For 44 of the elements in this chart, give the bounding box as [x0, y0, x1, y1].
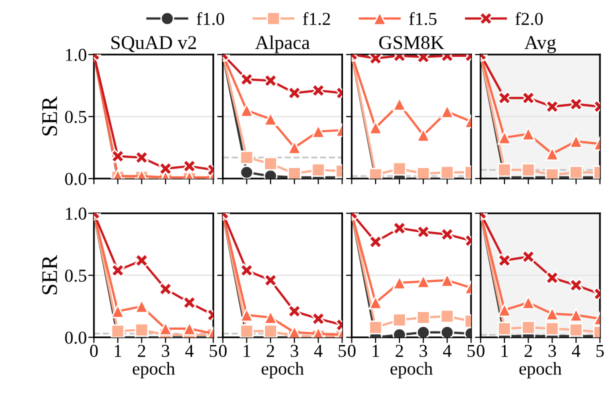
legend-label: f1.0	[196, 12, 224, 26]
legend-label: f1.2	[302, 12, 330, 26]
chart-title: SQuAD v2	[111, 36, 196, 52]
x-tick-label: 0	[90, 344, 98, 357]
x-tick-label: 1	[372, 344, 380, 357]
y-tick-label: 1.0	[66, 48, 86, 62]
x-tick-label: 2	[524, 344, 532, 357]
x-tick-label: 5	[210, 344, 218, 357]
x-tick-label: 4	[572, 344, 580, 357]
x-tick-label: 3	[162, 344, 170, 357]
x-tick-label: 0	[348, 344, 356, 357]
chart-title: Avg	[524, 36, 556, 54]
x-tick-label: 1	[244, 344, 250, 357]
x-tick-label: 2	[138, 344, 146, 357]
x-tick-label: 2	[396, 344, 403, 357]
x-tick-label: 3	[548, 344, 556, 357]
y-axis-title: SER	[42, 96, 58, 136]
y-tick-label: 0.5	[65, 270, 86, 282]
x-tick-label: 5	[468, 344, 475, 357]
chart-title: Alpaca	[255, 35, 310, 54]
x-tick-label: 3	[420, 344, 428, 357]
x-tick-label: 1	[114, 344, 122, 357]
x-tick-label: 5	[596, 344, 604, 357]
x-tick-label: 4	[185, 344, 194, 357]
y-tick-label: 0.0	[65, 172, 86, 186]
x-tick-label: 4	[314, 344, 323, 357]
y-tick-label: 1.0	[66, 208, 86, 220]
y-axis-title: SER	[42, 254, 58, 294]
legend-label: f2.0	[515, 12, 543, 26]
x-axis-title: epoch	[262, 362, 304, 378]
x-tick-label: 4	[443, 344, 452, 357]
y-tick-label: 0.5	[65, 110, 86, 124]
x-axis-title: epoch	[132, 362, 175, 378]
x-tick-label: 3	[290, 344, 298, 357]
x-tick-label: 0	[476, 344, 484, 357]
legend-label: f1.5	[409, 12, 436, 26]
x-tick-label: 5	[338, 344, 346, 357]
x-tick-label: 1	[502, 344, 508, 357]
chart-title: GSM8K	[379, 36, 444, 50]
x-axis-title: epoch	[390, 362, 433, 378]
x-tick-label: 2	[266, 344, 274, 357]
y-tick-label: 0.0	[65, 332, 86, 344]
x-axis-title: epoch	[519, 362, 562, 378]
x-tick-label: 0	[218, 344, 227, 357]
